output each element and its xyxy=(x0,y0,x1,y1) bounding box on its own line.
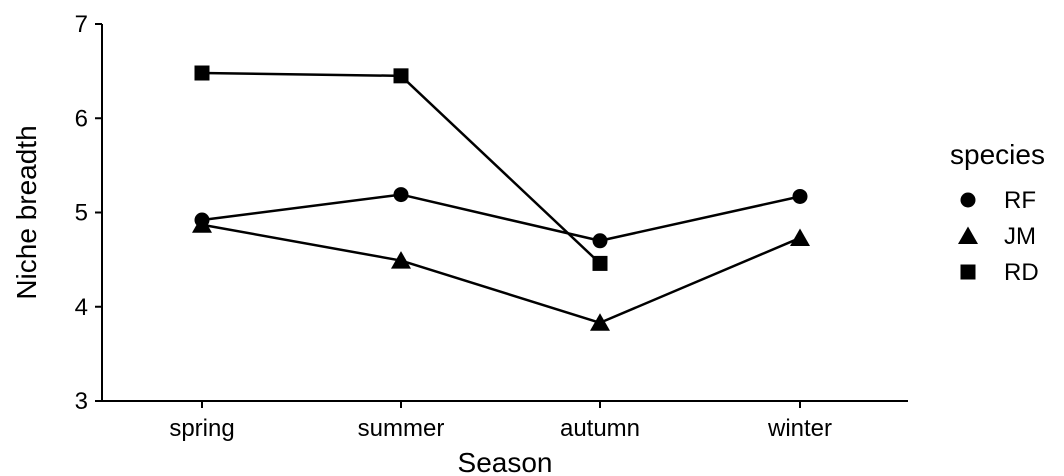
y-tick-label: 6 xyxy=(75,105,88,132)
data-point-rf xyxy=(592,233,608,249)
data-point-jm xyxy=(590,313,610,331)
data-point-rf xyxy=(393,187,409,203)
x-tick-label: spring xyxy=(169,415,234,442)
legend-marker-rd xyxy=(960,264,976,280)
y-tick-label: 4 xyxy=(75,294,88,321)
legend-marker-jm xyxy=(958,226,978,244)
x-tick-label: winter xyxy=(767,415,832,442)
data-point-jm xyxy=(192,215,212,233)
y-tick-label: 5 xyxy=(75,200,88,227)
y-tick-label: 3 xyxy=(75,388,88,415)
axes xyxy=(101,24,908,402)
x-tick-label: summer xyxy=(358,415,445,442)
data-point-jm xyxy=(790,228,810,246)
legend-label-rd: RD xyxy=(1004,259,1039,286)
series-line-rf xyxy=(201,193,801,243)
series-lines xyxy=(201,71,801,325)
series-markers xyxy=(192,65,810,331)
x-tick-label: autumn xyxy=(560,415,640,442)
data-point-rd xyxy=(592,255,608,271)
data-point-jm xyxy=(391,251,411,269)
legend: species RF JM RD xyxy=(950,139,1045,286)
y-axis-title: Niche breadth xyxy=(11,125,42,299)
series-line-jm xyxy=(201,223,801,325)
data-point-rf xyxy=(792,188,808,204)
y-tick-label: 7 xyxy=(75,11,88,38)
axis-ticks: 3 4 5 6 7 spring summer autumn winter xyxy=(75,11,832,442)
legend-label-rf: RF xyxy=(1004,187,1036,214)
data-point-rd xyxy=(393,68,409,84)
x-axis-title: Season xyxy=(458,447,553,476)
legend-marker-rf xyxy=(960,192,976,208)
legend-label-jm: JM xyxy=(1004,223,1036,250)
data-point-rd xyxy=(194,65,210,81)
legend-title: species xyxy=(950,139,1045,170)
